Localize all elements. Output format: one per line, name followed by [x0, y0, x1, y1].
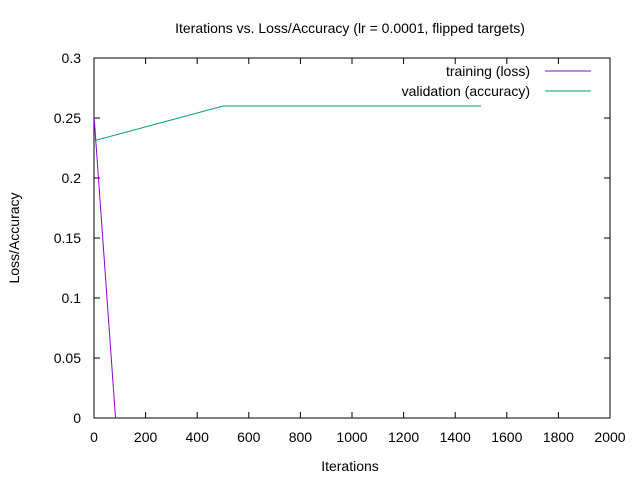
x-tick-label: 0	[90, 429, 98, 445]
legend: training (loss) validation (accuracy)	[402, 63, 591, 99]
chart-title: Iterations vs. Loss/Accuracy (lr = 0.000…	[175, 20, 525, 36]
x-tick-label: 600	[237, 429, 261, 445]
x-tick-label: 1400	[440, 429, 471, 445]
x-axis-label: Iterations	[321, 458, 379, 474]
legend-label-0: training (loss)	[446, 63, 530, 79]
y-tick-label: 0.25	[54, 110, 81, 126]
y-tick-label: 0.3	[62, 50, 82, 66]
axis-ticks: 0 200 400 600 800 1000 1200 1400 1600 1800 2000 0 0.…	[54, 50, 626, 445]
x-tick-label: 1800	[543, 429, 574, 445]
y-tick-label: 0.2	[62, 170, 82, 186]
x-tick-label: 2000	[594, 429, 625, 445]
series-line-1	[94, 105, 481, 142]
y-tick-label: 0.1	[62, 290, 82, 306]
y-tick-label: 0	[73, 410, 81, 426]
x-tick-label: 400	[186, 429, 210, 445]
series-layer	[94, 105, 481, 418]
x-tick-label: 200	[134, 429, 158, 445]
y-axis-label: Loss/Accuracy	[6, 192, 22, 283]
x-tick-label: 800	[289, 429, 313, 445]
y-tick-label: 0.15	[54, 230, 81, 246]
x-tick-label: 1200	[388, 429, 419, 445]
legend-label-1: validation (accuracy)	[402, 83, 530, 99]
plot-frame	[93, 57, 611, 419]
x-tick-label: 1000	[336, 429, 367, 445]
series-line-0	[94, 115, 117, 418]
x-tick-label: 1600	[491, 429, 522, 445]
y-tick-label: 0.05	[54, 350, 81, 366]
